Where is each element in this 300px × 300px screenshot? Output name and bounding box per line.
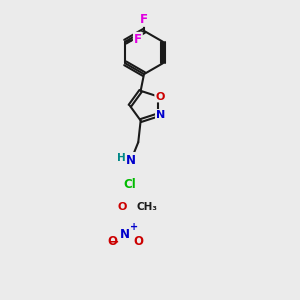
Text: N: N [126,154,136,167]
Text: O: O [118,202,127,212]
Text: CH₃: CH₃ [136,202,157,212]
Text: N: N [156,110,165,120]
Text: N: N [120,228,130,241]
Text: O: O [108,235,118,248]
Text: O: O [155,92,165,101]
Text: F: F [140,13,148,26]
Text: −: − [109,236,119,248]
Text: O: O [133,235,143,248]
Text: H: H [117,153,126,163]
Text: F: F [134,33,142,46]
Text: +: + [130,222,138,232]
Text: Cl: Cl [123,178,136,191]
